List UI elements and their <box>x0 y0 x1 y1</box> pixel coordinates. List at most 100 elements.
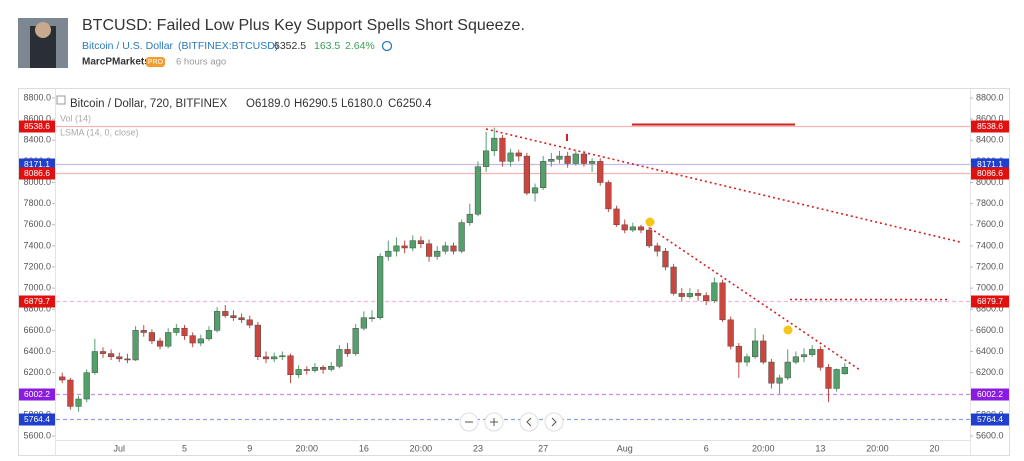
icon <box>551 417 557 427</box>
candle-body <box>727 319 734 347</box>
level-tag <box>19 295 55 308</box>
candle-body <box>523 155 530 194</box>
candle-body <box>328 366 335 370</box>
level-tag-label: 8171.1 <box>24 159 50 169</box>
candle-body <box>654 245 661 252</box>
legend-open: O6189.0 <box>246 98 290 110</box>
x-tick-label: 13 <box>815 443 825 453</box>
y-tick-label: 7600.0 <box>23 219 51 229</box>
candle-body <box>254 324 261 358</box>
y-tick-label: 7400.0 <box>976 240 1004 250</box>
candle-body <box>116 356 123 360</box>
y-tick-label: 6200.0 <box>976 367 1004 377</box>
scroll-right-button[interactable] <box>544 412 564 432</box>
x-tick-label: 16 <box>359 443 369 453</box>
symbol-code[interactable]: (BITFINEX:BTCUSD) <box>178 40 278 52</box>
x-tick-label: 20:00 <box>296 443 319 453</box>
candle-body <box>678 293 685 297</box>
candle-body <box>344 349 351 354</box>
candle-body <box>181 328 188 336</box>
candle-body <box>230 315 237 318</box>
legend-title: Bitcoin / Dollar, 720, BITFINEX <box>70 98 228 110</box>
candle-body <box>572 153 579 164</box>
candle-body <box>703 295 710 302</box>
candle-body <box>776 377 783 384</box>
candle-body <box>825 367 832 389</box>
candle-body <box>124 358 131 361</box>
candle-body <box>140 330 147 333</box>
candle-body <box>670 266 677 294</box>
price: 6352.5 <box>274 40 306 52</box>
candle-body <box>360 317 367 329</box>
icon <box>490 418 498 426</box>
candle-body <box>531 187 539 194</box>
candle-body <box>515 152 522 157</box>
indicator-label: Vol (14) <box>60 113 91 123</box>
candle-body <box>287 355 294 375</box>
pro-badge-label: PRO <box>148 59 164 66</box>
candle-body <box>271 356 278 360</box>
x-tick-label: 23 <box>473 443 483 453</box>
x-tick-label: 20 <box>929 443 939 453</box>
y-tick-label: 6200.0 <box>23 367 51 377</box>
alert-icon[interactable] <box>381 40 393 52</box>
level-tag-label: 6002.2 <box>977 389 1003 399</box>
level-tag-label: 8538.6 <box>24 121 50 131</box>
nav-buttons <box>459 412 564 432</box>
candle-body <box>450 245 457 252</box>
candle-body <box>621 224 628 231</box>
marker[interactable] <box>645 217 655 227</box>
candle-body <box>662 250 669 268</box>
symbol-name[interactable]: Bitcoin / U.S. Dollar <box>82 40 174 52</box>
candle-body <box>132 330 139 361</box>
trend-line[interactable] <box>649 227 861 371</box>
candle-body <box>752 340 759 358</box>
x-tick-label: 6 <box>704 443 709 453</box>
candle-body <box>75 398 82 407</box>
price-change: 163.5 <box>314 40 340 52</box>
candle-body <box>483 150 490 167</box>
level-tag <box>971 388 1009 401</box>
candle-body <box>148 332 156 342</box>
candle-body <box>458 222 465 252</box>
level-tag <box>971 167 1009 180</box>
x-tick-label: 5 <box>182 443 187 453</box>
plot <box>56 125 970 421</box>
level-tag <box>971 295 1009 308</box>
y-tick-label: 5600.0 <box>976 430 1004 440</box>
y-tick-label: 6400.0 <box>23 346 51 356</box>
candle-body <box>499 137 506 162</box>
level-tag-label: 6879.7 <box>24 296 50 306</box>
candle-body <box>83 372 90 400</box>
candle-body <box>214 311 221 331</box>
y-tick-label: 6400.0 <box>976 346 1004 356</box>
drawings <box>485 123 961 371</box>
collapse-toggle[interactable] <box>56 95 66 105</box>
level-tag <box>971 413 1009 426</box>
candle-body <box>368 317 376 319</box>
x-tick-label: 20:00 <box>752 443 775 453</box>
candle-body <box>173 328 180 333</box>
legend-close: C6250.4 <box>388 98 432 110</box>
scroll-left-button[interactable] <box>519 412 539 432</box>
candle-body <box>409 240 416 249</box>
x-tick-label: 20:00 <box>410 443 433 453</box>
avatar-head <box>35 22 51 38</box>
trend-line[interactable] <box>485 128 961 243</box>
candle-body <box>425 243 433 257</box>
candle-body <box>156 340 164 347</box>
x-tick-label: Jul <box>114 443 126 453</box>
y-tick-label: 6800.0 <box>23 304 51 314</box>
candle-body <box>295 369 302 375</box>
y-tick-label: 7000.0 <box>23 283 51 293</box>
marker[interactable] <box>783 325 793 335</box>
author[interactable]: MarcPMarkets <box>82 57 150 68</box>
candle-body <box>809 349 816 355</box>
candle-body <box>605 182 612 210</box>
marker[interactable] <box>566 134 568 141</box>
candle-body <box>319 367 327 370</box>
candle-body <box>719 282 726 321</box>
price-change-percent: 2.64% <box>345 40 375 52</box>
candle-body <box>67 379 74 407</box>
